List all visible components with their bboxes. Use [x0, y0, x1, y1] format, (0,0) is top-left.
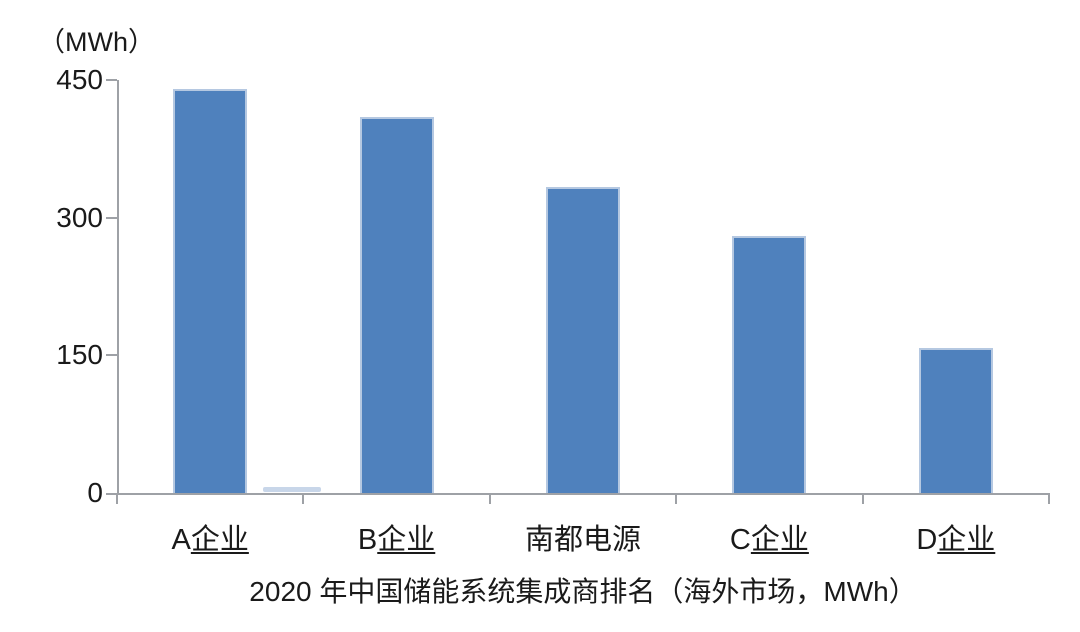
image-smudge-artifact	[263, 487, 321, 492]
category-label-underlined: 企业	[750, 524, 809, 556]
bar-4	[732, 236, 807, 493]
category-label-underlined: 企业	[937, 524, 996, 556]
y-axis-unit-label: （MWh）	[38, 27, 155, 57]
category-label-underlined: 企业	[190, 524, 249, 556]
category-label-prefix: D	[916, 524, 938, 556]
y-tick-label: 450	[56, 64, 103, 95]
x-axis-line	[106, 493, 1049, 495]
x-tick-mark	[302, 493, 305, 504]
category-label: 南都电源	[524, 524, 641, 556]
bar-3	[546, 187, 620, 493]
chart-title: 2020 年中国储能系统集成商排名（海外市场，MWh）	[249, 576, 917, 607]
x-tick-mark	[116, 493, 118, 504]
bar-5	[918, 347, 993, 493]
category-label-prefix: C	[729, 524, 751, 556]
bar-1	[173, 89, 248, 493]
category-label-underlined: 企业	[377, 524, 436, 556]
y-tick-mark	[106, 79, 117, 81]
x-tick-mark	[675, 493, 678, 504]
x-tick-mark	[861, 493, 864, 504]
category-label: A企业	[117, 516, 303, 558]
y-tick-label: 150	[56, 339, 103, 371]
y-tick-label: 300	[56, 201, 103, 233]
category-label-prefix: A	[171, 524, 191, 556]
x-tick-mark	[1048, 493, 1050, 504]
y-tick-mark	[106, 216, 117, 219]
category-label: B企业	[304, 516, 490, 558]
y-axis-line	[117, 80, 119, 493]
bar-2	[359, 116, 434, 493]
y-tick-label: 0	[87, 477, 103, 508]
x-tick-mark	[488, 493, 491, 504]
category-label: C企业	[676, 516, 862, 558]
category-label: D企业	[863, 516, 1049, 558]
y-tick-mark	[106, 354, 117, 357]
category-label-prefix: B	[357, 524, 378, 556]
